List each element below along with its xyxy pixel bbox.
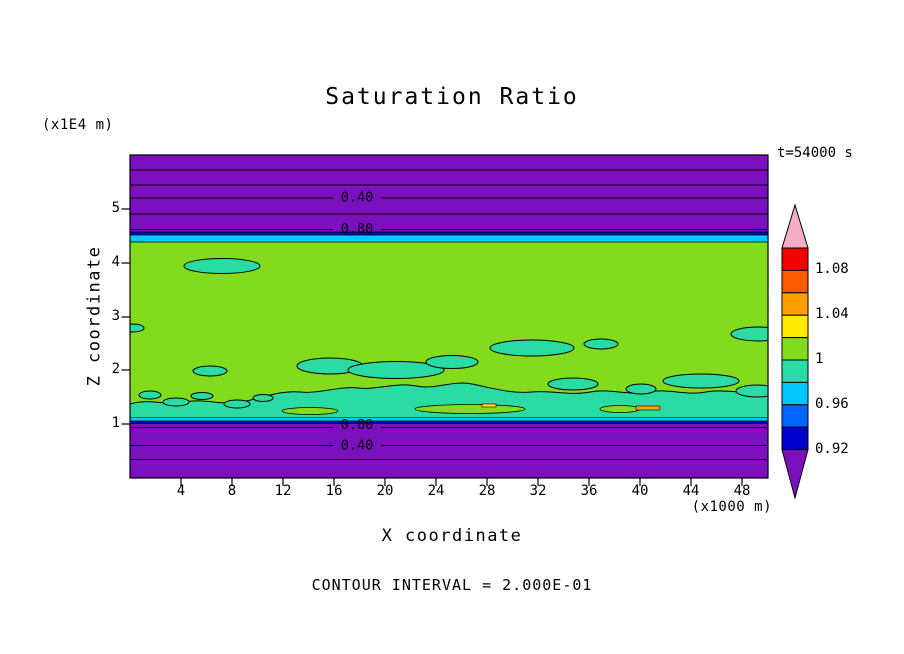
contour-label: 0.40 <box>341 438 374 454</box>
turquoise-patch <box>190 392 214 400</box>
region-boundaries <box>130 231 768 424</box>
top-navy-strip <box>130 232 768 235</box>
turquoise-patch <box>252 394 274 402</box>
colorbar-segment <box>781 337 809 361</box>
orange-streak <box>635 405 661 411</box>
x-tick-label: 8 <box>227 483 237 499</box>
y-tick-label: 4 <box>111 254 120 270</box>
turquoise-patch <box>425 355 479 369</box>
colorbar-label: 1.04 <box>815 306 849 322</box>
colorbar-segment <box>781 381 809 406</box>
turquoise-patch <box>347 361 445 379</box>
bottom-purple-region <box>130 423 768 478</box>
colorbar-arrow-bottom <box>781 449 809 500</box>
turquoise-patch <box>735 384 768 398</box>
turquoise-patch <box>223 399 251 409</box>
contour-labels: 0.40 0.80 0.80 0.40 <box>341 190 374 454</box>
x-tick-label: 44 <box>682 483 700 499</box>
colorbar-segment <box>781 359 809 383</box>
turquoise-patch <box>625 383 657 395</box>
turquoise-patches <box>130 258 768 409</box>
x-axis-label: X coordinate <box>381 526 523 546</box>
x-tick-label: 36 <box>580 483 598 499</box>
x-tick-label: 28 <box>478 483 496 499</box>
colorbar-segment <box>781 247 809 271</box>
plot-frame <box>129 154 769 479</box>
line-contours <box>130 169 768 460</box>
x-tick-marks <box>180 478 743 486</box>
x-tick-label: 12 <box>274 483 292 499</box>
green-intrusion <box>414 404 526 414</box>
colorbar-label: 1.08 <box>815 261 849 277</box>
turquoise-patch <box>130 323 145 333</box>
turquoise-patch <box>583 338 619 350</box>
bottom-cyan-strip <box>130 418 768 421</box>
y-tick-label: 2 <box>111 361 120 377</box>
colorbar-label: 0.92 <box>815 441 849 457</box>
x-tick-label: 16 <box>325 483 343 499</box>
colorbar-label: 1 <box>815 351 824 367</box>
x-tick-label: 40 <box>631 483 649 499</box>
turquoise-patch <box>730 326 768 342</box>
yellow-streak <box>481 403 497 408</box>
colorbar-label: 0.96 <box>815 396 849 412</box>
contour-interval-label: CONTOUR INTERVAL = 2.000E-01 <box>311 576 593 594</box>
y-tick-label: 3 <box>111 308 120 324</box>
turquoise-patch <box>192 365 228 377</box>
colorbar-segment <box>781 314 809 339</box>
time-label: t=54000 s <box>777 145 853 161</box>
green-intrusion <box>281 407 339 415</box>
y-tick-label: 1 <box>111 415 120 431</box>
turquoise-patch <box>138 390 162 400</box>
contour-label: 0.80 <box>341 221 374 237</box>
contour-label: 0.80 <box>341 417 374 433</box>
colorbar <box>781 203 809 500</box>
colorbar-segment <box>781 426 809 451</box>
colorbar-segment <box>781 404 809 428</box>
x-tick-label: 24 <box>427 483 445 499</box>
y-tick-label: 5 <box>111 200 120 216</box>
turquoise-patch <box>489 339 575 357</box>
x-tick-label: 20 <box>376 483 394 499</box>
x-tick-label: 48 <box>733 483 751 499</box>
turquoise-patch <box>547 377 599 391</box>
top-cyan-strip <box>130 235 768 242</box>
colorbar-arrow-top <box>781 203 809 249</box>
turquoise-patch <box>183 258 261 274</box>
turquoise-patch <box>162 397 190 407</box>
colorbar-segment <box>781 292 809 316</box>
green-intrusion <box>599 405 641 413</box>
page-title: Saturation Ratio <box>325 84 579 110</box>
y-tick-marks <box>121 208 130 425</box>
x-tick-label: 32 <box>529 483 547 499</box>
y-unit-label: (x1E4 m) <box>42 117 114 133</box>
colorbar-segment <box>781 269 809 294</box>
x-tick-label: 4 <box>176 483 186 499</box>
contour-label: 0.40 <box>341 190 374 206</box>
bottom-navy-strip <box>130 421 768 424</box>
turquoise-patch <box>662 373 740 389</box>
top-purple-region <box>130 155 768 232</box>
x-unit-label: (x1000 m) <box>691 499 772 515</box>
